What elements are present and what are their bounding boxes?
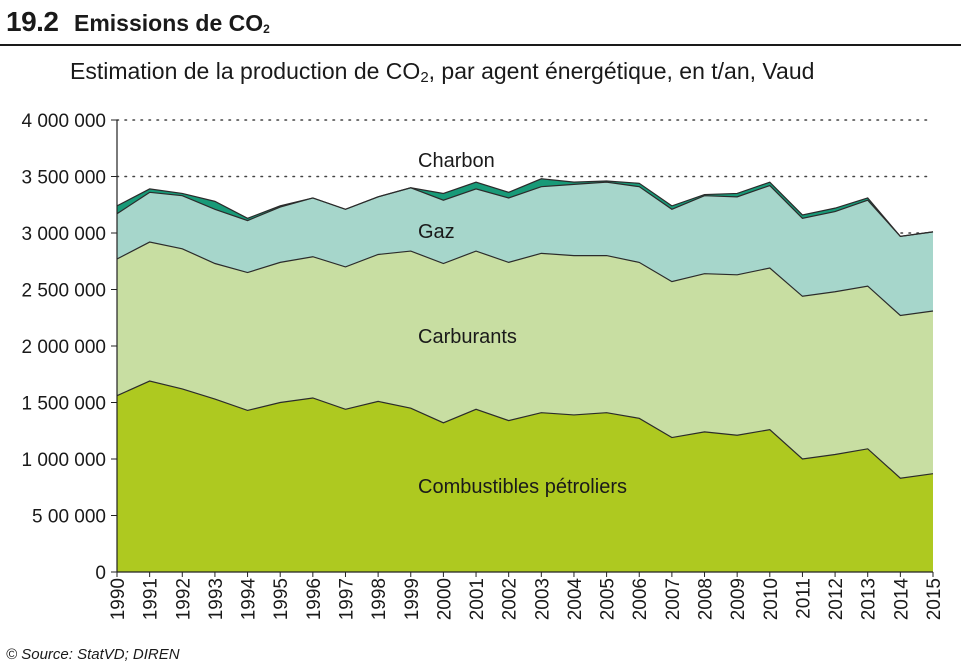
y-tick-label: 5 00 000 [32,507,106,528]
series-lines [116,178,934,479]
x-tick-label: 2004 [565,578,586,621]
source-note: © Source: StatVD; DIREN [6,646,180,663]
section-title: Emissions de CO2 [74,10,270,37]
x-tick-label: 2015 [924,578,945,620]
x-tick-label: 1998 [369,578,390,620]
series-boundary-line [116,241,934,317]
x-tick-label: 2001 [467,578,488,620]
label-carburants: Carburants [418,326,517,348]
x-tick-label: 2003 [532,578,553,620]
section-title-text: Emissions de CO [74,10,264,36]
y-tick-label: 0 [95,563,106,584]
section-title-subscript: 2 [263,22,270,36]
x-tick-label: 2009 [728,578,749,620]
chart-title-suffix: , par agent énergétique, en t/an, Vaud [428,58,815,84]
series-boundary-line [116,380,934,479]
area-carburants [117,242,933,479]
x-tick-label: 2005 [598,578,619,620]
x-tick-label: 2012 [826,578,847,620]
area-series [117,178,933,572]
area-charbon [117,178,933,237]
x-tick-label: 2008 [696,578,717,620]
x-tick-label: 2013 [859,578,880,620]
series-boundary-line [116,181,934,238]
x-tick-label: 2002 [500,578,521,620]
section-header: 19.2 Emissions de CO2 [0,0,961,46]
y-tick-label: 1 000 000 [21,450,106,471]
x-tick-label: 2007 [663,578,684,620]
x-tick-label: 1992 [173,578,194,620]
y-tick-label: 4 000 000 [21,111,106,132]
x-tick-label: 1996 [304,578,325,620]
y-tick-label: 3 500 000 [21,168,106,189]
y-tick-label: 2 500 000 [21,281,106,302]
chart-title-subscript: 2 [420,69,429,86]
x-tick-label: 1995 [271,578,292,620]
x-tick-label: 2006 [630,578,651,620]
area-combustibles [117,381,933,572]
x-tick-label: 2000 [434,578,455,620]
x-tick-label: 1997 [336,578,357,620]
section-number: 19.2 [6,6,59,37]
header-rule [0,44,961,46]
x-tick-label: 2011 [793,578,814,619]
chart-title: Estimation de la production de CO2, par … [70,58,814,86]
x-tick-label: 1994 [239,578,260,621]
series-boundary-line [116,178,934,238]
y-tick-label: 1 500 000 [21,394,106,415]
label-charbon: Charbon [418,150,495,172]
label-combustibles: Combustibles pétroliers [418,476,627,498]
area-gaz [117,182,933,316]
y-tick-label: 2 000 000 [21,337,106,358]
series-labels: Combustibles pétroliers Carburants Gaz Char… [418,150,627,498]
x-tick-label: 2014 [891,578,912,621]
x-tick-label: 1999 [402,578,423,620]
x-tick-label: 2010 [761,578,782,620]
x-tick-label: 1993 [206,578,227,620]
label-gaz: Gaz [418,221,455,243]
chart-title-text: Estimation de la production de CO [70,58,421,84]
axes: 0 5 00 000 1 000 000 1 500 000 2 000 000 2 50… [21,111,945,620]
y-tick-label: 3 000 000 [21,224,106,245]
x-tick-label: 1990 [108,578,129,620]
x-tick-label: 1991 [141,578,162,620]
